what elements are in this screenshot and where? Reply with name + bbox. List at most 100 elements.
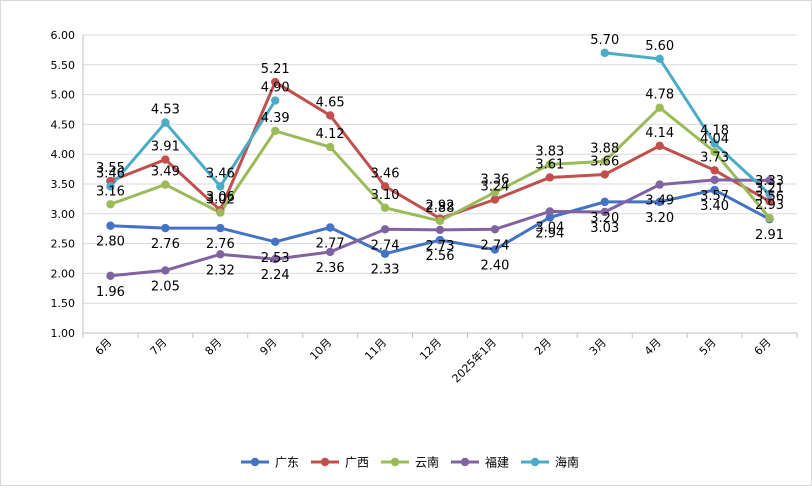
data-label: 3.16 (96, 184, 125, 199)
data-label: 2.73 (426, 239, 455, 254)
data-point (490, 188, 500, 197)
legend-item: 云南 (381, 455, 439, 470)
legend-swatch-marker (530, 457, 540, 467)
data-label: 3.02 (206, 193, 235, 208)
y-tick-label: 6.00 (51, 29, 76, 42)
data-label: 3.57 (700, 189, 729, 204)
data-label: 2.74 (371, 238, 400, 253)
data-label: 2.33 (371, 263, 400, 278)
x-tick-label: 3月 (587, 336, 609, 358)
x-tick-label: 2025年1月 (449, 335, 499, 385)
data-label: 4.14 (645, 126, 674, 141)
data-label: 4.04 (700, 132, 729, 147)
data-point (216, 223, 225, 233)
data-point (765, 197, 774, 206)
axes: 1.00 1.50 2.00 2.50 3.00 3.50 4.00 4.50 5.00 5.50… (51, 29, 798, 385)
x-tick-label: 5月 (697, 336, 719, 358)
data-point (106, 200, 115, 209)
x-tick-label: 8月 (203, 336, 225, 358)
data-label: 3.03 (590, 221, 619, 236)
data-label: 3.83 (535, 144, 564, 159)
data-label: 3.36 (480, 172, 509, 187)
data-point (710, 147, 719, 157)
data-label: 2.88 (426, 201, 455, 216)
data-point (765, 189, 774, 199)
x-tick-label: 7月 (148, 336, 170, 358)
data-label: 3.49 (645, 194, 674, 209)
data-label: 2.91 (755, 228, 784, 243)
data-point (271, 96, 280, 105)
data-point (161, 266, 170, 275)
data-label: 2.92 (426, 199, 455, 214)
data-labels: 2.80 2.76 2.76 2.53 2.77 2.33 2.56 2.40 2.94 3.20… (96, 33, 784, 300)
data-label: 2.77 (316, 237, 345, 252)
data-point (600, 207, 609, 217)
data-label: 2.40 (480, 259, 509, 274)
data-point (710, 185, 719, 195)
data-label: 2.76 (206, 237, 235, 252)
data-point (271, 126, 280, 136)
data-point (600, 157, 609, 166)
x-tick-label: 4月 (642, 336, 664, 358)
y-tick-label: 4.50 (51, 118, 76, 131)
data-point (600, 170, 609, 179)
data-point (655, 141, 664, 151)
legend-item: 广东 (241, 456, 299, 470)
data-label: 3.04 (535, 220, 564, 235)
data-point (490, 225, 500, 234)
data-label: 4.90 (261, 81, 290, 96)
data-label: 5.60 (645, 39, 674, 54)
data-point (216, 208, 225, 217)
data-point (490, 245, 500, 254)
data-point (490, 195, 500, 204)
series-line (108, 99, 277, 188)
x-tick-label: 11月 (362, 336, 389, 363)
y-tick-label: 3.00 (51, 208, 76, 221)
legend-swatch-marker (390, 457, 400, 467)
data-label: 2.53 (261, 251, 290, 266)
data-label: 2.36 (316, 261, 345, 276)
data-label: 2.32 (206, 263, 235, 278)
series-markers (106, 48, 774, 280)
data-label: 3.40 (700, 199, 729, 214)
data-label: 3.49 (151, 165, 180, 180)
data-label: 3.46 (96, 166, 125, 181)
data-label: 3.88 (590, 141, 619, 156)
data-point (655, 197, 664, 207)
data-point (325, 142, 335, 152)
y-tick-label: 4.00 (51, 148, 76, 161)
legend-item: 海南 (521, 455, 579, 470)
data-label: 3.10 (371, 188, 400, 203)
data-point (161, 180, 170, 189)
data-label: 2.76 (151, 237, 180, 252)
legend-label: 福建 (485, 455, 509, 470)
data-label: 3.06 (206, 190, 235, 205)
legend: 广东 广西 云南 福建 海南 (241, 455, 579, 470)
legend-label: 云南 (415, 455, 439, 470)
data-label: 3.73 (700, 150, 729, 165)
data-point (545, 173, 555, 182)
x-tick-label: 6月 (752, 336, 774, 358)
data-point (655, 103, 664, 112)
legend-item: 福建 (451, 455, 509, 470)
data-label: 3.56 (755, 189, 784, 204)
data-point (106, 271, 115, 280)
data-point (161, 223, 170, 233)
x-tick-label: 9月 (257, 336, 279, 358)
data-point (435, 225, 445, 235)
data-point (380, 225, 390, 234)
data-label: 3.91 (151, 140, 180, 155)
data-point (710, 175, 719, 185)
data-label: 3.20 (590, 211, 619, 226)
data-point (216, 182, 225, 191)
data-point (600, 197, 609, 207)
data-label: 1.96 (96, 285, 125, 300)
data-point (655, 180, 664, 189)
data-point (380, 203, 390, 213)
legend-swatch-marker (320, 457, 330, 467)
data-point (161, 155, 170, 164)
y-tick-label: 3.50 (51, 178, 76, 191)
legend-label: 海南 (555, 455, 579, 470)
